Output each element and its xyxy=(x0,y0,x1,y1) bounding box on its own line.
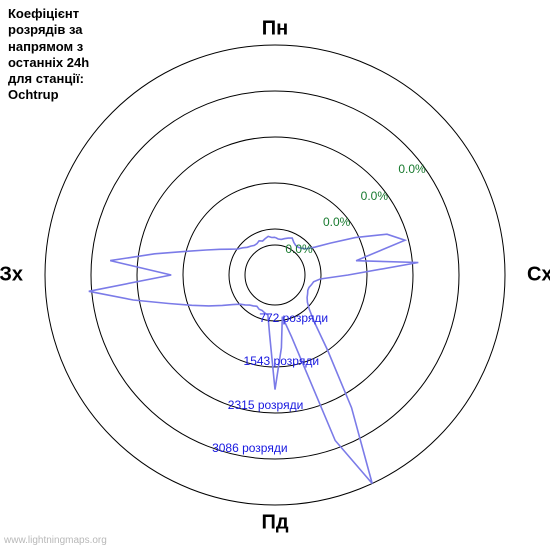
direction-label-west: Зх xyxy=(0,264,23,287)
count-ring-label: 772 розряди xyxy=(259,311,328,325)
chart-title: Коефіцієнт розрядів за напрямом з останн… xyxy=(8,6,89,104)
pct-ring-label: 0.0% xyxy=(398,162,425,176)
pct-ring-label: 0.0% xyxy=(361,189,388,203)
direction-label-north: Пн xyxy=(262,18,288,41)
direction-label-south: Пд xyxy=(261,512,288,535)
count-ring-label: 1543 розряди xyxy=(244,354,320,368)
pct-ring-label: 0.0% xyxy=(323,215,350,229)
direction-label-east: Сх xyxy=(527,264,550,287)
credit-label: www.lightningmaps.org xyxy=(4,535,107,546)
count-ring-label: 2315 розряди xyxy=(228,398,304,412)
count-ring-label: 3086 розряди xyxy=(212,441,288,455)
pct-ring-label: 0.0% xyxy=(285,242,312,256)
